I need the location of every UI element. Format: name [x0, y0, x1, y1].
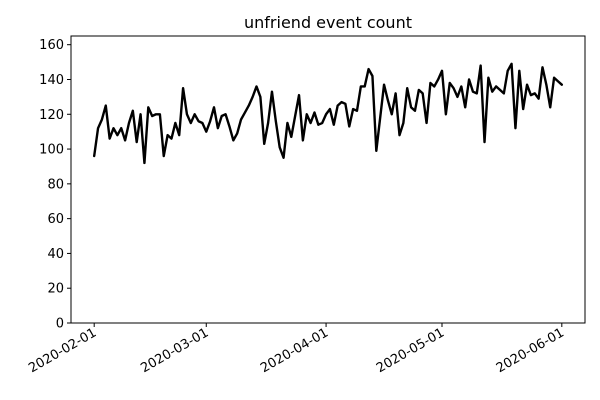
y-tick-label: 140	[39, 73, 64, 88]
y-tick-label: 20	[47, 282, 64, 297]
x-tick-label: 2020-03-01	[138, 325, 211, 376]
plot-frame	[70, 35, 586, 324]
y-tick-label: 0	[56, 317, 64, 332]
x-tick-label: 2020-02-01	[26, 325, 99, 376]
chart-title: unfriend event count	[244, 13, 412, 32]
x-tick-label: 2020-04-01	[258, 325, 331, 376]
y-tick-label: 60	[47, 212, 64, 227]
x-tick-label: 2020-06-01	[494, 325, 567, 376]
y-tick-label: 80	[47, 177, 64, 192]
y-tick-label: 160	[39, 38, 64, 53]
x-axis: 2020-02-01 2020-03-01 2020-04-01 2020-05-01…	[26, 323, 567, 376]
x-tick-label: 2020-05-01	[374, 325, 447, 376]
series-line	[92, 62, 564, 165]
y-tick-label: 100	[39, 143, 64, 158]
y-tick-label: 40	[47, 247, 64, 262]
y-tick-label: 120	[39, 108, 64, 123]
y-axis: 0 20 40 60 80 100 120 140 160	[39, 38, 71, 332]
